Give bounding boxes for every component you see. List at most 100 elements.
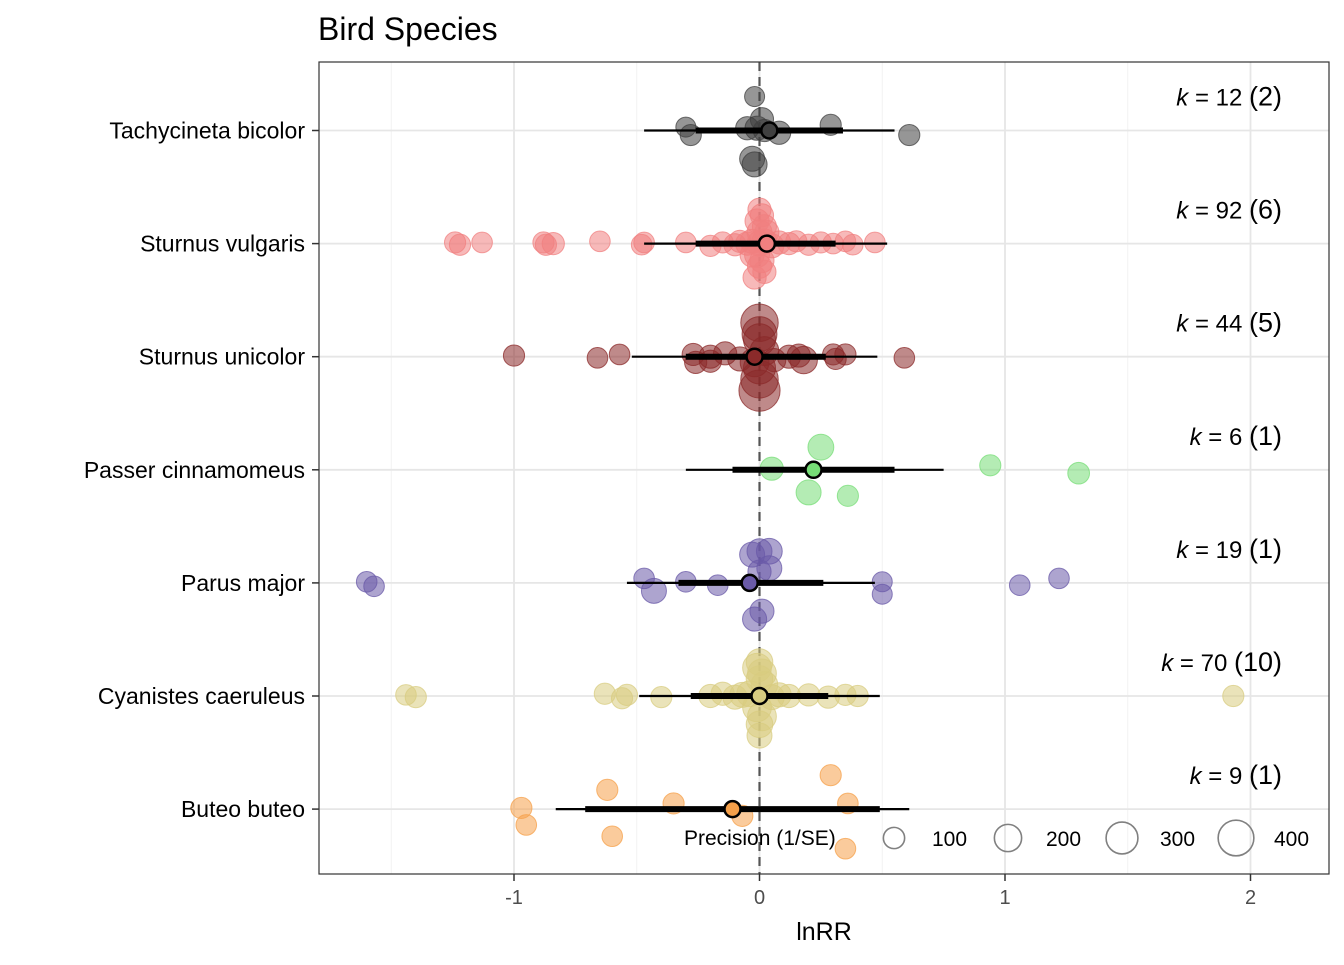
- y-tick-label: Passer cinnamomeus: [84, 457, 305, 483]
- data-point: [586, 347, 609, 369]
- y-tick-label: Buteo buteo: [181, 796, 305, 822]
- k-value: = 44: [1188, 311, 1249, 338]
- k-symbol: k: [1161, 650, 1175, 677]
- data-point: [448, 233, 472, 256]
- x-tick-label: 1: [999, 887, 1010, 909]
- legend-label: 300: [1160, 828, 1195, 851]
- data-point: [979, 454, 1002, 477]
- data-point: [742, 606, 768, 632]
- legend-label: 100: [932, 828, 967, 851]
- y-tick-label: Parus major: [181, 570, 305, 596]
- data-point: [596, 778, 619, 801]
- legend-label: 400: [1274, 828, 1309, 851]
- data-point: [789, 345, 818, 375]
- legend-label: 200: [1046, 828, 1081, 851]
- k-studies: (1): [1249, 421, 1282, 451]
- k-value: = 70: [1173, 650, 1234, 677]
- estimate-point: [740, 573, 759, 593]
- data-point: [807, 433, 835, 461]
- data-point: [1222, 684, 1245, 708]
- data-point: [404, 686, 427, 709]
- data-point: [1048, 567, 1070, 590]
- data-point: [589, 230, 611, 253]
- k-symbol: k: [1176, 311, 1190, 338]
- k-symbol: k: [1176, 85, 1190, 112]
- estimate-point: [757, 234, 777, 253]
- y-tick-label: Tachycineta bicolor: [109, 118, 305, 144]
- k-studies: (5): [1249, 308, 1282, 338]
- k-label: k = 19 (1): [1176, 534, 1282, 564]
- data-point: [608, 343, 631, 366]
- estimate-point: [745, 347, 764, 366]
- data-point: [541, 231, 565, 256]
- legend-key: [1217, 819, 1255, 857]
- estimate-point: [804, 460, 823, 480]
- k-studies: (10): [1234, 647, 1282, 677]
- data-point: [640, 577, 667, 604]
- data-point: [515, 814, 538, 836]
- axis-layer: Tachycineta bicolor Sturnus vulgaris Sturn…: [84, 118, 1256, 910]
- data-point: [601, 825, 624, 848]
- k-studies: (1): [1249, 534, 1282, 564]
- legend-title: Precision (1/SE): [684, 827, 836, 850]
- k-label: k = 92 (6): [1176, 195, 1282, 225]
- data-point: [471, 231, 493, 254]
- k-label: k = 70 (10): [1161, 647, 1282, 677]
- estimate-point: [723, 799, 742, 819]
- data-point: [650, 686, 673, 709]
- k-value: = 9: [1202, 763, 1249, 790]
- data-point: [746, 722, 773, 749]
- data-point: [871, 583, 893, 605]
- data-point: [1008, 574, 1031, 596]
- data-point: [744, 86, 766, 108]
- estimate-point: [760, 121, 779, 140]
- legend: Precision (1/SE) 100 200 300 400: [684, 819, 1309, 857]
- panel-border: [318, 61, 1330, 875]
- legend-key: [993, 823, 1023, 853]
- data-point: [841, 233, 864, 256]
- k-symbol: k: [1190, 424, 1204, 451]
- data-point: [742, 265, 767, 290]
- k-labels: k = 12 (2)k = 92 (6)k = 44 (5)k = 6 (1)k…: [1161, 82, 1282, 791]
- k-symbol: k: [1190, 763, 1204, 790]
- k-value: = 12: [1188, 85, 1249, 112]
- data-point: [834, 343, 857, 366]
- data-point: [893, 347, 916, 369]
- k-studies: (1): [1249, 760, 1282, 790]
- data-point: [741, 151, 768, 178]
- data-point: [502, 344, 526, 367]
- estimate-point: [750, 686, 769, 706]
- data-point: [615, 683, 639, 706]
- k-label: k = 6 (1): [1190, 421, 1282, 451]
- k-studies: (6): [1249, 195, 1282, 225]
- x-tick-label: 2: [1245, 887, 1256, 909]
- k-symbol: k: [1176, 537, 1190, 564]
- y-tick-label: Sturnus vulgaris: [140, 231, 305, 257]
- x-tick-label: 0: [754, 887, 765, 909]
- data-point: [795, 479, 822, 506]
- k-label: k = 12 (2): [1176, 82, 1282, 112]
- x-tick-label: -1: [505, 887, 523, 909]
- data-point: [834, 837, 857, 860]
- legend-key: [882, 826, 906, 850]
- summary-layer: [555, 121, 944, 819]
- k-studies: (2): [1249, 82, 1282, 112]
- k-value: = 6: [1202, 424, 1249, 451]
- data-point: [836, 484, 859, 507]
- k-symbol: k: [1176, 198, 1190, 225]
- data-point: [864, 231, 886, 254]
- data-point: [363, 575, 385, 598]
- data-point: [819, 764, 842, 787]
- k-label: k = 9 (1): [1190, 760, 1282, 790]
- data-point: [630, 233, 653, 256]
- y-tick-label: Sturnus unicolor: [139, 344, 306, 370]
- x-axis-title: lnRR: [796, 918, 852, 946]
- data-point: [1067, 461, 1091, 485]
- chart-title: Bird Species: [318, 11, 498, 47]
- k-label: k = 44 (5): [1176, 308, 1282, 338]
- y-tick-label: Cyanistes caeruleus: [98, 683, 305, 709]
- data-point: [898, 123, 921, 147]
- legend-key: [1105, 821, 1139, 855]
